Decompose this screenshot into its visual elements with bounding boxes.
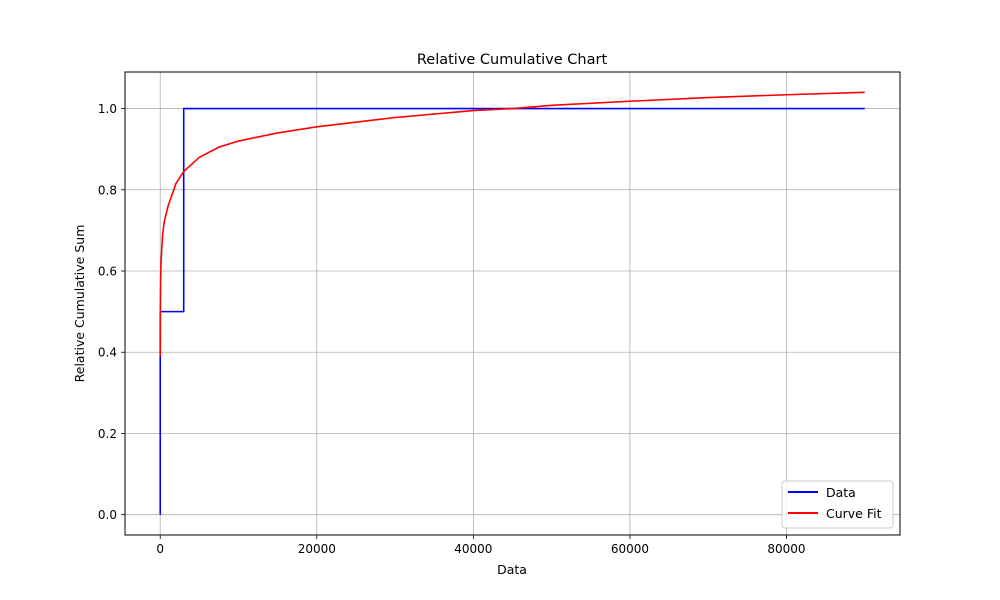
y-tick-label: 0.2: [98, 427, 117, 441]
y-tick-label: 0.6: [98, 265, 117, 279]
y-axis-ticks: 0.0 0.2 0.4 0.6 0.8 1.0: [98, 102, 125, 522]
y-tick-label: 1.0: [98, 102, 117, 116]
series-layer: [159, 91, 865, 515]
x-axis-ticks: 0 20000 40000 60000 80000: [156, 535, 806, 556]
legend-label-curve-fit: Curve Fit: [826, 506, 882, 521]
y-tick-label: 0.0: [98, 508, 117, 522]
x-tick-label: 80000: [767, 542, 805, 556]
legend: Data Curve Fit: [781, 480, 894, 529]
x-tick-label: 60000: [611, 542, 649, 556]
plot-area-frame: [124, 71, 901, 536]
series-line-curve-fit: [159, 91, 865, 357]
y-axis-label: Relative Cumulative Sum: [72, 225, 87, 383]
legend-label-data: Data: [826, 485, 856, 500]
x-tick-label: 20000: [298, 542, 336, 556]
x-axis-label: Data: [497, 562, 527, 577]
x-tick-label: 0: [156, 542, 164, 556]
grid: [125, 72, 900, 535]
chart-title: Relative Cumulative Chart: [417, 52, 608, 68]
series-line-data: [159, 107, 865, 515]
y-tick-label: 0.8: [98, 183, 117, 197]
y-tick-label: 0.4: [98, 346, 117, 360]
x-tick-label: 40000: [454, 542, 492, 556]
